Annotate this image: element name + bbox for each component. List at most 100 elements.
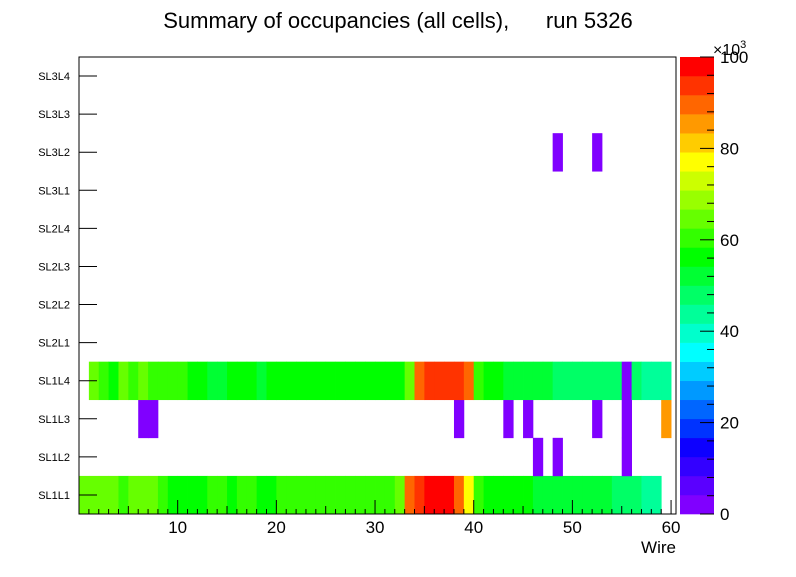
heatmap-cell <box>236 361 248 401</box>
heatmap-cell <box>138 361 149 401</box>
palette-swatch <box>680 418 714 439</box>
heatmap-cell <box>108 361 119 401</box>
heatmap-cell <box>552 361 563 401</box>
heatmap-cell <box>493 361 504 401</box>
heatmap-cell <box>118 361 129 401</box>
palette-swatch <box>680 247 714 267</box>
heatmap-cell <box>532 475 544 515</box>
heatmap-cell <box>434 361 445 401</box>
heatmap-cell <box>148 475 159 515</box>
heatmap-cell <box>375 361 386 401</box>
palette-swatch <box>680 76 714 96</box>
heatmap-cell <box>661 399 672 439</box>
heatmap-cell <box>621 361 632 401</box>
heatmap-cell <box>384 475 396 515</box>
heatmap-cell <box>453 399 465 439</box>
heatmap-cell <box>621 475 632 515</box>
heatmap-cell <box>523 475 534 515</box>
heatmap-cell <box>246 361 258 401</box>
heatmap-cell <box>128 361 139 401</box>
x-tick-label: 20 <box>267 518 286 537</box>
heatmap-cell <box>276 475 287 515</box>
heatmap-cell <box>424 475 435 515</box>
heatmap-cell <box>256 475 267 515</box>
heatmap-cell <box>98 475 110 515</box>
heatmap-cell <box>611 475 623 515</box>
heatmap-cell <box>532 361 544 401</box>
heatmap-cell <box>503 475 514 515</box>
heatmap-cell <box>375 475 386 515</box>
heatmap-cell <box>611 361 623 401</box>
heatmap-cell <box>296 475 307 515</box>
heatmap-cell <box>453 475 465 515</box>
heatmap-cell <box>207 475 218 515</box>
z-multiplier-base: ×10 <box>713 42 740 59</box>
heatmap-cell <box>335 475 346 515</box>
heatmap-cell <box>592 399 603 439</box>
z-multiplier-exponent: 3 <box>740 39 746 51</box>
heatmap-cell <box>345 361 356 401</box>
x-tick-label: 30 <box>366 518 385 537</box>
heatmap-cell <box>552 437 563 477</box>
heatmap-cell <box>128 475 139 515</box>
y-tick-label: SL2L2 <box>38 300 70 312</box>
heatmap-cell <box>305 475 317 515</box>
z-tick-label: 0 <box>720 505 729 524</box>
palette-swatch <box>680 133 714 153</box>
heatmap-cell <box>483 475 494 515</box>
palette-swatch <box>680 152 714 172</box>
palette-swatch <box>680 285 714 305</box>
heatmap-cell <box>414 475 425 515</box>
heatmap-cell <box>325 475 336 515</box>
heatmap-cell <box>661 361 672 401</box>
heatmap-cell <box>404 361 415 401</box>
palette-swatch <box>680 190 714 210</box>
heatmap-cell <box>394 361 406 401</box>
z-axis: 0 20 40 60 80 100 <box>700 48 748 524</box>
color-palette <box>680 57 714 515</box>
heatmap-cell <box>631 475 642 515</box>
heatmap-cell <box>503 399 514 439</box>
x-tick-label: 50 <box>563 518 582 537</box>
plot-frame <box>78 56 677 515</box>
heatmap-cell <box>167 361 179 401</box>
heatmap-cell <box>355 475 366 515</box>
heatmap-cell <box>177 475 188 515</box>
heatmap-cell <box>157 475 169 515</box>
heatmap-cell <box>197 361 208 401</box>
heatmap-cell <box>246 475 258 515</box>
heatmap-cell <box>138 399 149 439</box>
z-multiplier-label: ×103 <box>713 39 746 59</box>
heatmap-cell <box>523 361 534 401</box>
heatmap-cell <box>355 361 366 401</box>
heatmap-cell <box>187 475 198 515</box>
heatmap-cell <box>138 475 149 515</box>
heatmap-cell <box>463 361 475 401</box>
heatmap-cell <box>592 361 603 401</box>
x-tick-label: 10 <box>168 518 187 537</box>
y-tick-label: SL1L1 <box>38 490 70 502</box>
heatmap-cell <box>641 361 652 401</box>
heatmap-cell <box>582 361 593 401</box>
x-axis: 10 20 30 40 50 60 <box>88 500 681 537</box>
heatmap-cell <box>523 399 534 439</box>
heatmap-cell <box>651 361 662 401</box>
heatmap-cell <box>453 361 465 401</box>
y-tick-label: SL3L1 <box>38 185 70 197</box>
heatmap-cell <box>404 475 415 515</box>
plot-frame-border <box>78 56 677 515</box>
heatmap-cell <box>651 475 662 515</box>
heatmap-cell <box>582 475 593 515</box>
heatmap-cell <box>365 361 376 401</box>
z-tick-label: 60 <box>720 231 739 250</box>
heatmap-cell <box>424 361 435 401</box>
heatmap-cell <box>601 361 613 401</box>
palette-swatch <box>680 95 714 115</box>
heatmap-cell <box>542 361 554 401</box>
heatmap-cell <box>148 399 159 439</box>
z-tick-label: 40 <box>720 322 739 341</box>
heatmap-cell <box>236 475 248 515</box>
palette-swatch <box>680 57 714 77</box>
